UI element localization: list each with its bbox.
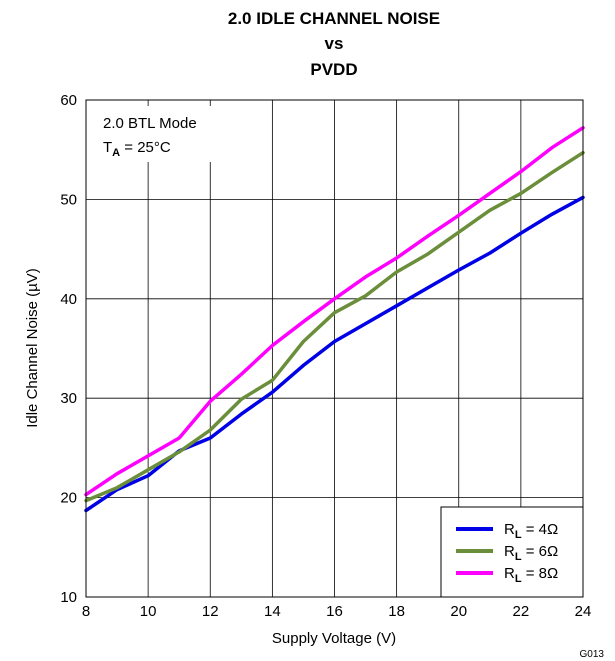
legend-label-main-2: R <box>504 543 515 560</box>
x-tick-label-2: 12 <box>202 603 219 620</box>
x-tick-label-4: 16 <box>326 603 343 620</box>
series-line-3 <box>84 126 585 497</box>
y-tick-label-4: 50 <box>60 191 77 208</box>
legend-label-sub-3: L <box>515 573 522 585</box>
x-tick-label-6: 20 <box>450 603 467 620</box>
x-tick-labels: 8 10 12 14 16 18 20 22 24 <box>82 603 592 620</box>
legend-label-sub-2: L <box>515 551 522 563</box>
x-tick-label-5: 18 <box>388 603 405 620</box>
x-tick-label-0: 8 <box>82 603 90 620</box>
y-tick-label-2: 30 <box>60 390 77 407</box>
legend-label-main-3: R <box>504 565 515 582</box>
y-tick-label-1: 20 <box>60 490 77 507</box>
legend-label-tail-3: = 8Ω <box>522 565 559 582</box>
legend-label-tail-1: = 4Ω <box>522 521 559 538</box>
plot-frame <box>85 99 584 598</box>
chart-title-line-3: PVDD <box>310 60 357 79</box>
annotation-temp-prefix: T <box>103 139 112 156</box>
annotation-temperature: TA = 25°C <box>103 139 171 159</box>
legend-label-3: RL = 8Ω <box>504 565 558 585</box>
chart-title-line-2: vs <box>325 34 344 53</box>
x-tick-label-3: 14 <box>264 603 281 620</box>
annotation-background <box>92 106 252 162</box>
y-tick-label-3: 40 <box>60 291 77 308</box>
y-tick-labels: 10 20 30 40 50 60 <box>60 92 77 606</box>
series-line-2 <box>84 150 585 503</box>
annotation-temp-sub: A <box>112 147 120 159</box>
legend-label-sub-1: L <box>515 529 522 541</box>
y-tick-label-0: 10 <box>60 589 77 606</box>
legend-label-2: RL = 6Ω <box>504 543 558 563</box>
x-tick-label-1: 10 <box>140 603 157 620</box>
series-layer <box>84 126 585 513</box>
annotation-mode: 2.0 BTL Mode <box>103 115 197 132</box>
figure-id: G013 <box>580 649 605 660</box>
y-axis-label: Idle Channel Noise (µV) <box>24 268 41 428</box>
legend-label-main-1: R <box>504 521 515 538</box>
x-tick-label-8: 24 <box>575 603 592 620</box>
legend-label-1: RL = 4Ω <box>504 521 558 541</box>
x-tick-label-7: 22 <box>513 603 530 620</box>
legend-label-tail-2: = 6Ω <box>522 543 559 560</box>
annotation-temp-value: = 25°C <box>120 139 171 156</box>
y-tick-label-5: 60 <box>60 92 77 109</box>
chart-title-line-1: 2.0 IDLE CHANNEL NOISE <box>228 9 440 28</box>
x-axis-label: Supply Voltage (V) <box>272 630 396 647</box>
